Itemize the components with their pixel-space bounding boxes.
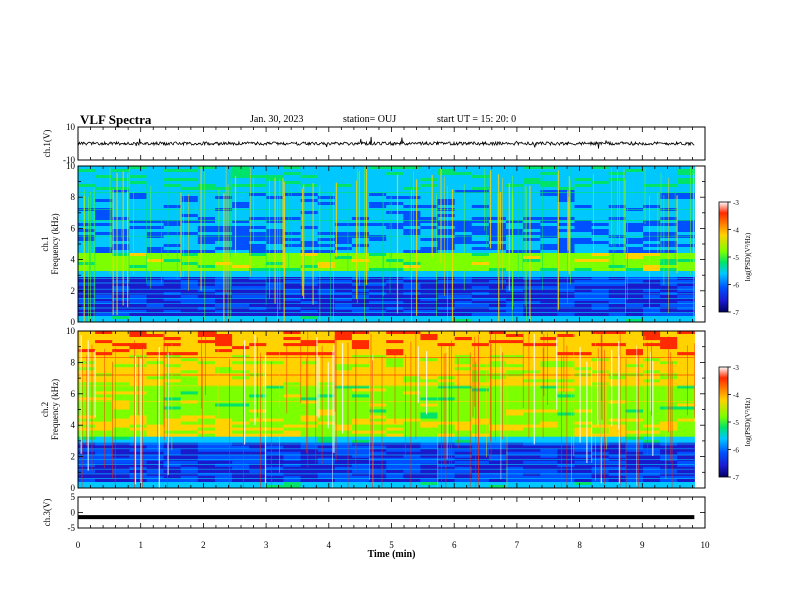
xtick-1: 1: [138, 540, 143, 550]
ch2-spectrogram-ytick-3: 6: [71, 389, 76, 399]
date-label: Jan. 30, 2023: [250, 114, 304, 125]
ch1-spectrogram-ytick-0: 0: [71, 317, 76, 327]
x-axis-label: Time (min): [368, 549, 416, 560]
ch1-spectrogram-ytick-4: 8: [71, 192, 76, 202]
ch1-spectrogram-ytick-1: 2: [71, 286, 76, 296]
ch1-spectrogram-heatmap: [78, 166, 695, 323]
colorbar-1-tick-3: -6: [733, 282, 739, 290]
ch3-waveform-ylabel-0: ch.3(V): [42, 499, 52, 527]
xtick-3: 3: [264, 540, 269, 550]
xtick-2: 2: [201, 540, 206, 550]
ch1-spectrogram-ylabel-1: Frequency (kHz): [50, 213, 60, 274]
xtick-8: 8: [577, 540, 582, 550]
colorbar-2-tick-3: -6: [733, 447, 739, 455]
ch2-spectrogram-ytick-0: 0: [71, 483, 76, 493]
ch1-waveform-ytick-0: 10: [66, 122, 76, 132]
colorbar-2-tick-0: -3: [733, 364, 739, 372]
colorbar-1-tick-4: -7: [733, 309, 739, 317]
chart-title: VLF Spectra: [80, 112, 152, 127]
colorbar-1-tick-0: -3: [733, 199, 739, 207]
ch2-spectrogram-ylabel-0: ch.2: [40, 402, 50, 417]
ch1-spectrogram-ytick-5: 10: [66, 161, 76, 171]
ch2-spectrogram-ytick-4: 8: [71, 357, 76, 367]
ch1-spectrogram-ytick-3: 6: [71, 223, 76, 233]
ch3-waveform-ytick-0: 5: [71, 492, 76, 502]
colorbar-2: [718, 366, 729, 478]
ch1-waveform-ytick-1: -10: [63, 155, 75, 165]
xtick-0: 0: [76, 540, 81, 550]
colorbar-2-label: log(PSD)(V²/Hz): [744, 397, 752, 446]
ch3-waveform-ytick-1: 0: [71, 508, 76, 518]
station-label: station= OUJ: [343, 114, 397, 125]
ch1-waveform-ylabel-0: ch.1(V): [42, 130, 52, 158]
colorbar-1: [718, 201, 729, 313]
ch2-spectrogram-ylabel-1: Frequency (kHz): [50, 379, 60, 440]
ch1-waveform-trace: [77, 136, 695, 149]
colorbar-2-tick-1: -4: [733, 392, 739, 400]
ch1-spectrogram-ylabel-0: ch.1: [40, 236, 50, 251]
ch2-spectrogram-heatmap: [78, 331, 695, 489]
colorbar-1-tick-2: -5: [733, 254, 739, 262]
xtick-10: 10: [701, 540, 711, 550]
xtick-9: 9: [640, 540, 645, 550]
start-time-label: start UT = 15: 20: 0: [437, 114, 517, 125]
xtick-4: 4: [327, 540, 332, 550]
ch3-waveform-ytick-2: -5: [68, 523, 76, 533]
xtick-7: 7: [515, 540, 520, 550]
colorbar-1-label: log(PSD)(V²/Hz): [744, 232, 752, 281]
ch2-spectrogram-ytick-1: 2: [71, 452, 76, 462]
colorbar-1-tick-1: -4: [733, 227, 739, 235]
xtick-5: 5: [389, 540, 394, 550]
colorbar-2-tick-4: -7: [733, 474, 739, 482]
ch2-spectrogram-ytick-2: 4: [71, 420, 76, 430]
ch2-spectrogram-ytick-5: 10: [66, 326, 76, 336]
xtick-6: 6: [452, 540, 457, 550]
ch1-spectrogram-ytick-2: 4: [71, 255, 76, 265]
colorbar-2-tick-2: -5: [733, 419, 739, 427]
